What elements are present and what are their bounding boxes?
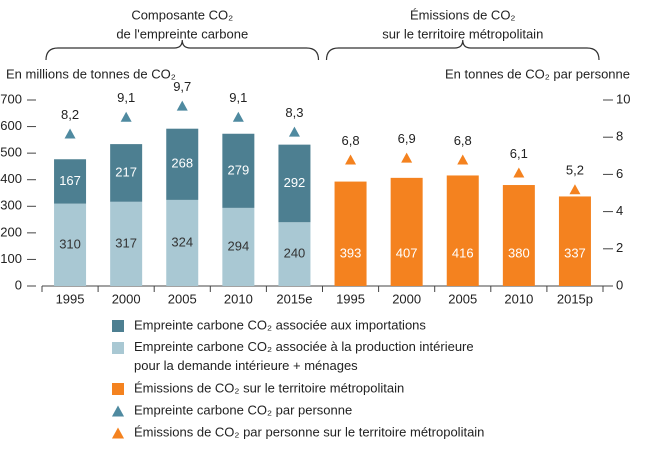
x-tick-label: 2000 <box>392 291 421 306</box>
marker-value-label: 6,1 <box>510 146 528 161</box>
legend-label: Émissions de CO₂ par personne sur le ter… <box>134 424 484 439</box>
bar-value-label: 310 <box>59 236 81 251</box>
marker <box>64 128 76 139</box>
marker <box>288 126 300 137</box>
x-tick-label: 2010 <box>224 291 253 306</box>
bar <box>54 203 87 286</box>
bar-value-label: 380 <box>508 245 530 260</box>
bar-value-label: 279 <box>227 162 249 177</box>
legend-label: Empreinte carbone CO₂ associée aux impor… <box>134 317 426 332</box>
group-label: Composante CO₂ <box>131 7 233 22</box>
bar-value-label: 317 <box>115 235 137 250</box>
bar <box>390 177 423 286</box>
marker-value-label: 6,8 <box>454 133 472 148</box>
marker-value-label: 9,1 <box>229 90 247 105</box>
bar-value-label: 294 <box>227 238 249 253</box>
bar-value-label: 240 <box>284 246 306 261</box>
marker <box>401 152 413 163</box>
legend-label: Émissions de CO₂ sur le territoire métro… <box>134 380 404 395</box>
group-brace <box>325 39 600 61</box>
bar <box>278 222 311 286</box>
y2-tick-label: 8 <box>616 129 623 144</box>
y2-tick-label: 10 <box>616 91 630 106</box>
y-axis-title: En millions de tonnes de CO₂ <box>6 66 176 81</box>
bar-value-label: 167 <box>59 173 81 188</box>
bar-value-label: 324 <box>171 234 193 249</box>
marker-value-label: 8,3 <box>285 105 303 120</box>
legend-swatch <box>112 342 124 354</box>
group-label: de l'empreinte carbone <box>116 26 248 41</box>
bar <box>558 196 591 286</box>
group-label: Émissions de CO₂ <box>410 7 515 22</box>
bar-value-label: 407 <box>396 245 418 260</box>
y-tick-label: 300 <box>0 198 22 213</box>
marker <box>232 111 244 122</box>
bar <box>502 185 535 286</box>
y-tick-label: 700 <box>0 91 22 106</box>
legend-swatch <box>112 320 124 332</box>
marker <box>345 154 357 165</box>
bar <box>334 181 367 286</box>
marker <box>569 184 581 195</box>
bar-value-label: 393 <box>340 245 362 260</box>
marker-value-label: 5,2 <box>566 163 584 178</box>
bar <box>278 144 311 223</box>
marker-value-label: 8,2 <box>61 107 79 122</box>
bar <box>222 133 255 208</box>
bar <box>166 199 199 286</box>
bar <box>222 207 255 286</box>
y-tick-label: 100 <box>0 251 22 266</box>
bar <box>446 175 479 286</box>
x-tick-label: 1995 <box>336 291 365 306</box>
marker-value-label: 6,9 <box>398 131 416 146</box>
marker-value-label: 9,7 <box>173 79 191 94</box>
bar-value-label: 268 <box>171 156 193 171</box>
x-tick-label: 2010 <box>504 291 533 306</box>
y2-tick-label: 0 <box>616 277 623 292</box>
marker <box>120 111 132 122</box>
y-tick-label: 0 <box>15 277 22 292</box>
bar <box>110 201 143 286</box>
x-tick-label: 2015e <box>276 291 312 306</box>
y2-axis-title: En tonnes de CO₂ par personne <box>445 66 630 81</box>
y-tick-label: 500 <box>0 145 22 160</box>
x-tick-label: 2005 <box>448 291 477 306</box>
marker <box>513 167 525 178</box>
group-label: sur le territoire métropolitain <box>382 26 543 41</box>
legend-label: Empreinte carbone CO₂ par personne <box>134 402 352 417</box>
legend-label: Empreinte carbone CO₂ associée à la prod… <box>134 339 474 373</box>
marker <box>457 154 469 165</box>
marker-value-label: 9,1 <box>117 90 135 105</box>
y-tick-label: 200 <box>0 224 22 239</box>
y2-tick-label: 6 <box>616 166 623 181</box>
legend-swatch <box>111 405 125 417</box>
bar-value-label: 217 <box>115 164 137 179</box>
bar-value-label: 337 <box>564 245 586 260</box>
y-tick-label: 400 <box>0 171 22 186</box>
bar-value-label: 416 <box>452 245 474 260</box>
bar <box>166 128 199 200</box>
group-brace <box>45 39 320 61</box>
x-tick-label: 1995 <box>56 291 85 306</box>
marker <box>176 100 188 111</box>
x-tick-label: 2015p <box>557 291 593 306</box>
x-tick-label: 2005 <box>168 291 197 306</box>
marker-value-label: 6,8 <box>342 133 360 148</box>
bar <box>110 144 143 202</box>
x-tick-label: 2000 <box>112 291 141 306</box>
y2-tick-label: 4 <box>616 203 623 218</box>
bar-value-label: 292 <box>284 175 306 190</box>
bar <box>54 159 87 204</box>
legend-swatch <box>111 427 125 439</box>
y2-tick-label: 2 <box>616 240 623 255</box>
legend-swatch <box>112 383 124 395</box>
y-tick-label: 600 <box>0 118 22 133</box>
